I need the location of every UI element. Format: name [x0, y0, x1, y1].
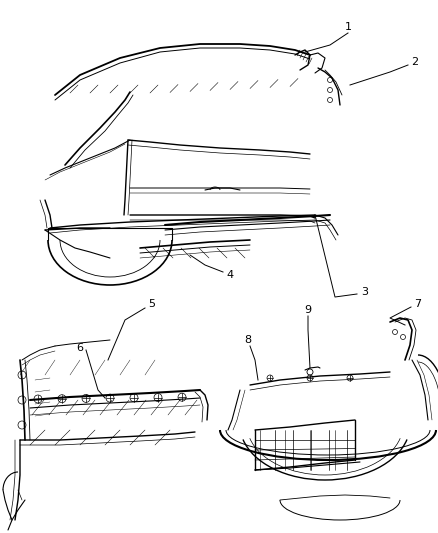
Text: 1: 1: [345, 22, 352, 32]
Text: 3: 3: [361, 287, 368, 297]
Text: 7: 7: [414, 299, 421, 309]
Text: 2: 2: [411, 57, 419, 67]
Text: 9: 9: [304, 305, 311, 315]
Text: 6: 6: [77, 343, 84, 353]
Text: 8: 8: [244, 335, 251, 345]
Text: 5: 5: [148, 299, 155, 309]
Text: 4: 4: [226, 270, 233, 280]
